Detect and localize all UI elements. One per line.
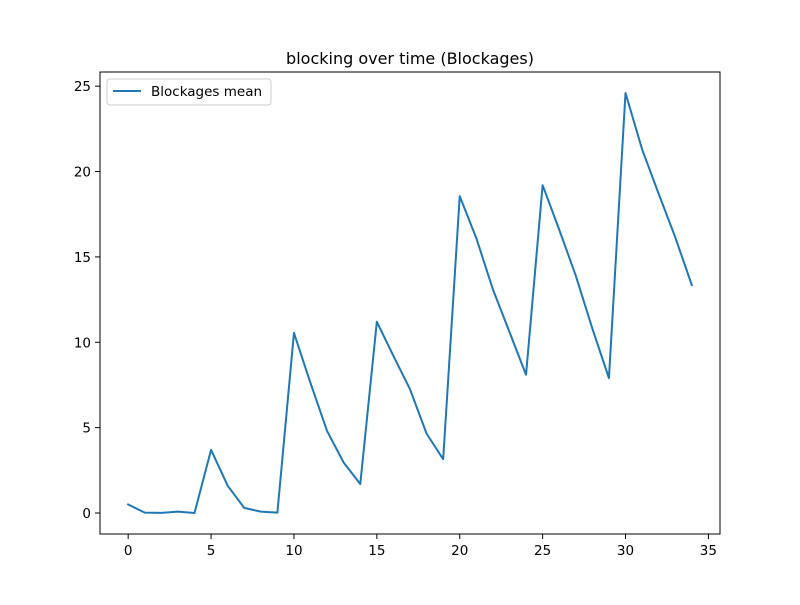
axes: 0 5 10 15 20 25 30 35 0 5 10 15 20 25 [74, 71, 721, 559]
x-tick-label: 0 [124, 543, 133, 559]
series-line-0 [126, 92, 694, 514]
x-tick-label: 35 [700, 543, 717, 559]
x-tick-label: 25 [534, 543, 551, 559]
y-tick-label: 15 [74, 250, 91, 266]
y-tick-label: 10 [74, 335, 91, 351]
y-tick-label: 25 [74, 79, 91, 95]
x-tick-label: 20 [451, 543, 468, 559]
x-tick-label: 5 [207, 543, 216, 559]
x-tick-label: 10 [285, 543, 302, 559]
chart-title: blocking over time (Blockages) [286, 49, 534, 68]
legend-label-0: Blockages mean [151, 84, 262, 100]
y-tick-label: 20 [74, 165, 91, 181]
legend: Blockages mean [106, 78, 272, 106]
legend-box [106, 78, 272, 106]
axes-frame [99, 71, 721, 535]
y-tick-label: 5 [82, 421, 91, 437]
plot-area [126, 92, 694, 514]
x-tick-label: 30 [617, 543, 634, 559]
y-tick-label: 0 [82, 506, 91, 522]
x-tick-label: 15 [368, 543, 385, 559]
